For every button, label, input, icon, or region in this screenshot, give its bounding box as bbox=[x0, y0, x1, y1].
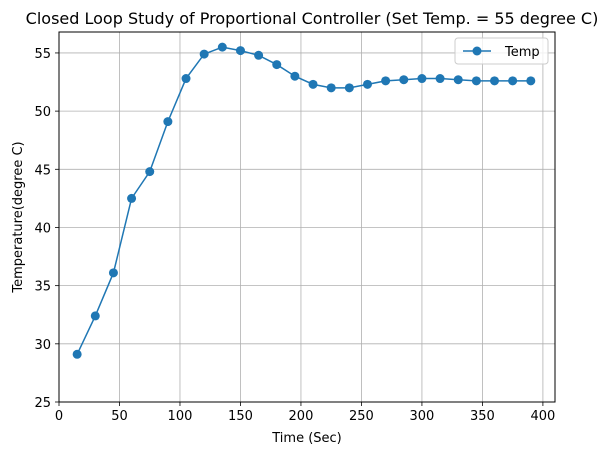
data-point bbox=[435, 74, 445, 84]
data-point bbox=[362, 79, 372, 89]
chart-title: Closed Loop Study of Proportional Contro… bbox=[26, 9, 599, 28]
data-point bbox=[399, 75, 409, 85]
data-point bbox=[490, 76, 500, 86]
data-point bbox=[199, 49, 209, 59]
data-point bbox=[272, 60, 282, 70]
x-tick-label: 300 bbox=[410, 409, 435, 424]
x-tick-label: 100 bbox=[168, 409, 193, 424]
y-tick-label: 45 bbox=[34, 163, 51, 178]
y-axis-ticks: 25 30 35 40 45 50 55 bbox=[34, 47, 59, 411]
data-point bbox=[290, 71, 300, 81]
data-point bbox=[471, 76, 481, 86]
x-tick-label: 150 bbox=[228, 409, 253, 424]
data-point bbox=[163, 117, 173, 127]
data-point bbox=[344, 83, 354, 93]
y-tick-label: 25 bbox=[34, 396, 51, 411]
legend: Temp bbox=[454, 37, 549, 65]
data-point bbox=[217, 42, 227, 52]
y-tick-label: 30 bbox=[34, 338, 51, 353]
data-point bbox=[526, 76, 536, 86]
x-tick-label: 400 bbox=[530, 409, 555, 424]
y-tick-label: 50 bbox=[34, 105, 51, 120]
plot-frame bbox=[58, 31, 556, 403]
x-tick-label: 350 bbox=[470, 409, 495, 424]
y-tick-label: 35 bbox=[34, 280, 51, 295]
data-point bbox=[127, 193, 137, 203]
data-point bbox=[508, 76, 518, 86]
data-point bbox=[417, 74, 427, 84]
data-point bbox=[254, 50, 264, 60]
data-point bbox=[235, 46, 245, 56]
data-point bbox=[181, 74, 191, 84]
x-tick-label: 250 bbox=[349, 409, 374, 424]
data-point bbox=[72, 349, 82, 359]
data-point bbox=[326, 83, 336, 93]
series-layer bbox=[72, 42, 536, 359]
legend-marker bbox=[472, 46, 482, 56]
grid-lines bbox=[58, 32, 555, 403]
x-axis-label: Time (Sec) bbox=[271, 431, 342, 446]
x-tick-label: 200 bbox=[289, 409, 314, 424]
legend-box bbox=[454, 37, 549, 65]
data-point bbox=[90, 311, 100, 321]
data-point bbox=[108, 268, 118, 278]
y-tick-label: 40 bbox=[34, 221, 51, 236]
y-axis-label: Temperature(degree C) bbox=[11, 141, 26, 293]
y-tick-label: 55 bbox=[34, 47, 51, 62]
legend-label: Temp bbox=[504, 45, 540, 60]
x-axis-ticks: 0 50 100 150 200 250 300 350 400 bbox=[55, 402, 555, 424]
x-tick-label: 0 bbox=[55, 409, 63, 424]
data-point bbox=[381, 76, 391, 86]
data-point bbox=[308, 79, 318, 89]
x-tick-label: 50 bbox=[111, 409, 128, 424]
data-point bbox=[145, 167, 155, 177]
series-line bbox=[76, 46, 531, 355]
data-point bbox=[453, 75, 463, 85]
